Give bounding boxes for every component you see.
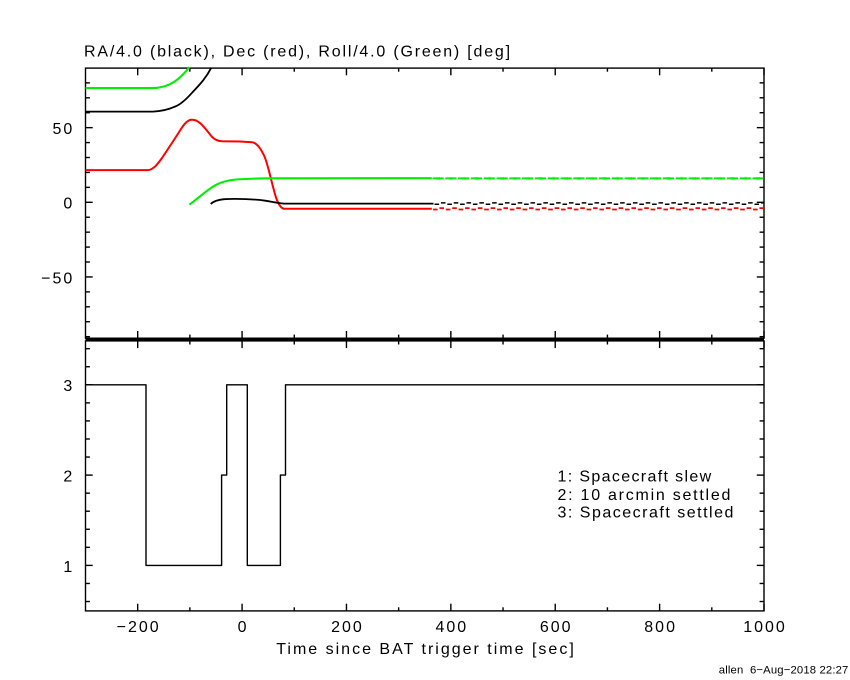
svg-text:1000: 1000 <box>743 619 787 636</box>
svg-text:−200: −200 <box>117 619 161 636</box>
svg-text:800: 800 <box>644 619 677 636</box>
svg-text:400: 400 <box>435 619 468 636</box>
svg-text:600: 600 <box>540 619 573 636</box>
svg-text:allen 6−Aug−2018 22:27: allen 6−Aug−2018 22:27 <box>719 664 849 676</box>
svg-text:2: 10 arcmin settled: 2: 10 arcmin settled <box>558 487 733 504</box>
svg-text:Time since BAT trigger time [s: Time since BAT trigger time [sec] <box>276 641 576 658</box>
svg-text:0: 0 <box>238 619 249 636</box>
svg-text:1: 1 <box>63 559 74 576</box>
svg-text:−50: −50 <box>41 270 74 287</box>
svg-text:200: 200 <box>331 619 364 636</box>
svg-text:1: Spacecraft slew: 1: Spacecraft slew <box>558 469 713 486</box>
svg-text:2: 2 <box>63 469 74 486</box>
svg-text:50: 50 <box>53 121 75 138</box>
svg-text:RA/4.0 (black), Dec (red), Rol: RA/4.0 (black), Dec (red), Roll/4.0 (Gre… <box>84 43 512 60</box>
svg-text:0: 0 <box>63 196 74 213</box>
svg-text:3: Spacecraft settled: 3: Spacecraft settled <box>558 505 735 522</box>
svg-text:3: 3 <box>63 378 74 395</box>
